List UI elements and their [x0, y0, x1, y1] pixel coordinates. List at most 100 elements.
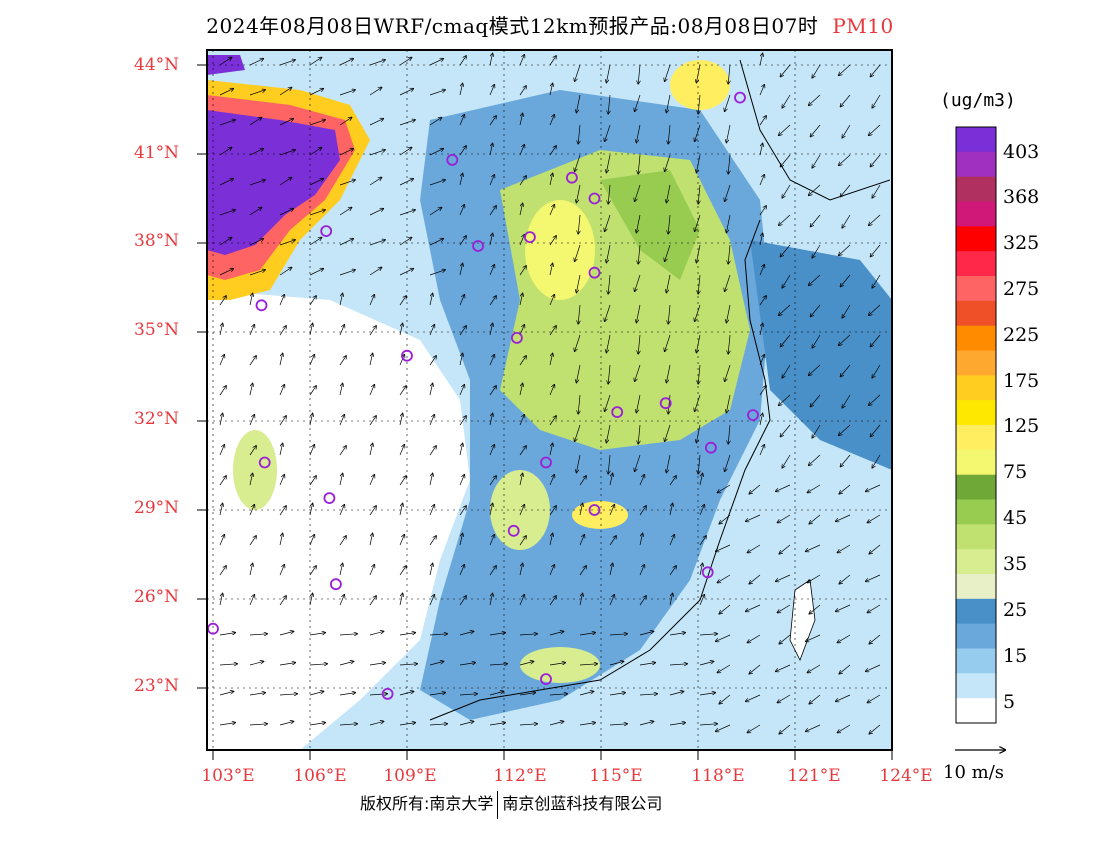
- wind-arrow: [606, 424, 611, 443]
- wind-arrow: [279, 240, 295, 246]
- wind-arrow: [399, 593, 403, 606]
- wind-arrow: [698, 274, 700, 294]
- wind-arrow: [725, 454, 731, 471]
- wind-arrow: [777, 514, 791, 523]
- wind-arrow: [669, 535, 674, 546]
- wind-arrow: [605, 214, 611, 231]
- wind-arrow: [249, 149, 263, 156]
- wind-arrow: [429, 207, 442, 216]
- title-text: 2024年08月08日WRF/cmaq模式12km预报产品:08月08日07时: [206, 14, 819, 38]
- wind-arrow: [609, 661, 624, 666]
- wind-arrow: [867, 514, 881, 523]
- wind-arrow: [609, 505, 614, 516]
- wind-arrow: [429, 180, 445, 186]
- wind-arrow: [279, 267, 292, 276]
- wind-arrow: [699, 634, 717, 635]
- wind-arrow: [309, 323, 313, 336]
- wind-arrow: [779, 394, 791, 405]
- wind-arrow: [369, 385, 374, 396]
- wind-arrow: [459, 565, 464, 576]
- wind-arrow: [836, 604, 851, 611]
- wind-arrow: [728, 64, 730, 84]
- wind-arrow: [219, 296, 226, 306]
- coastal-sea-region: [750, 240, 892, 470]
- wind-arrow: [869, 304, 881, 315]
- wind-arrow: [549, 443, 553, 456]
- wind-arrow: [429, 117, 442, 126]
- wind-arrow: [605, 394, 611, 411]
- wind-arrow: [579, 691, 594, 696]
- wind-arrow: [609, 563, 613, 576]
- wind-arrow: [519, 235, 524, 246]
- wind-arrow: [279, 565, 284, 576]
- wind-arrow: [605, 304, 611, 321]
- wind-arrow: [872, 364, 881, 378]
- wind-arrow: [806, 724, 821, 731]
- wind-arrow: [716, 724, 731, 731]
- wind-arrow: [369, 240, 385, 246]
- station-marker: [329, 578, 342, 591]
- wind-arrow: [519, 383, 523, 396]
- wind-arrow: [339, 634, 357, 635]
- wind-arrow: [249, 117, 262, 126]
- wind-arrow: [309, 147, 322, 156]
- wind-arrow: [669, 593, 673, 606]
- wind-arrow: [699, 563, 703, 576]
- wind-arrow: [810, 214, 821, 227]
- wind-arrow: [869, 544, 881, 554]
- wind-arrow: [459, 173, 463, 186]
- wind-arrow: [219, 723, 235, 726]
- wind-arrow: [716, 544, 731, 551]
- wind-arrow: [840, 364, 851, 377]
- lat-label: 29°N: [134, 498, 180, 518]
- station-marker: [611, 406, 624, 419]
- wind-arrow: [717, 664, 731, 673]
- wind-arrow: [638, 334, 640, 354]
- wind-arrow: [519, 724, 537, 725]
- wind-arrow: [809, 604, 821, 614]
- wind-arrow: [489, 85, 494, 96]
- copyright: 版权所有:南京大学 南京创蓝科技有限公司: [360, 790, 662, 819]
- wind-arrow: [839, 664, 851, 674]
- wind-arrow: [609, 724, 627, 725]
- colorbar-swatch: [956, 499, 996, 525]
- wind-arrow: [549, 353, 553, 366]
- wind-arrow: [219, 413, 223, 426]
- wind-arrow: [719, 694, 731, 704]
- station-marker: [381, 688, 394, 700]
- wind-arrow: [669, 691, 684, 696]
- wind-arrow: [249, 536, 256, 546]
- wind-arrow: [519, 113, 523, 126]
- wind-arrow: [249, 563, 253, 576]
- colorbar-unit: (ug/m3): [940, 90, 1016, 111]
- wind-arrow: [759, 413, 763, 426]
- wind-arrow: [339, 270, 355, 276]
- wind-arrow: [840, 94, 851, 107]
- wind-arrow: [695, 394, 701, 411]
- wind-arrow: [519, 563, 523, 576]
- wind-arrow: [459, 295, 464, 306]
- wind-arrow: [549, 83, 553, 96]
- wind-arrow: [668, 124, 670, 144]
- wind-arrow: [339, 505, 344, 516]
- wind-arrow: [399, 476, 406, 486]
- wind-arrow: [309, 723, 325, 726]
- wind-arrow: [399, 723, 415, 726]
- wind-arrow: [576, 184, 581, 203]
- wind-arrow: [668, 304, 670, 324]
- wind-arrow: [780, 154, 791, 167]
- wind-arrow: [866, 574, 881, 581]
- wind-arrow: [777, 694, 791, 703]
- wind-arrow: [666, 184, 671, 203]
- wind-arrow: [459, 475, 464, 486]
- wind-arrow: [489, 206, 496, 216]
- wind-arrow: [459, 443, 463, 456]
- wind-arrow: [339, 356, 346, 366]
- wind-arrow: [746, 694, 761, 701]
- wind-arrow: [759, 265, 764, 276]
- wind-arrow: [840, 454, 851, 467]
- station-marker: [540, 456, 552, 469]
- wind-arrow: [839, 424, 851, 435]
- wind-arrow: [609, 595, 614, 606]
- wind-arrow: [249, 293, 253, 306]
